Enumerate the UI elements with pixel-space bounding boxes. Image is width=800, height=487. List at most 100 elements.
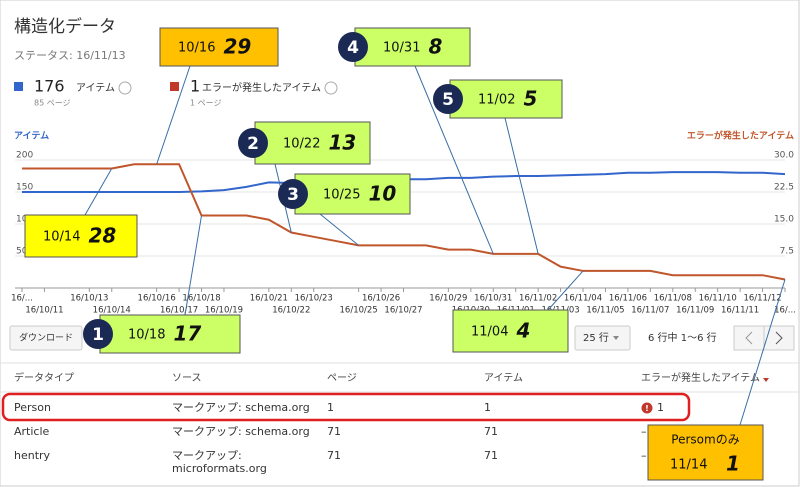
prev-button[interactable] bbox=[733, 325, 765, 351]
callout-line bbox=[739, 279, 786, 426]
callout-line bbox=[84, 168, 113, 216]
next-button[interactable] bbox=[763, 325, 795, 351]
cell: 1 bbox=[657, 401, 664, 414]
column-header: ページ bbox=[327, 373, 357, 384]
annotation-value: 17 bbox=[173, 322, 201, 346]
x-tick-label: 16/10/16 bbox=[138, 294, 176, 304]
cell: 71 bbox=[484, 425, 498, 438]
annotation-box bbox=[647, 424, 764, 481]
column-header: ソース bbox=[172, 373, 202, 384]
y2-tick-label: 30.0 bbox=[774, 151, 794, 161]
download-label[interactable]: ダウンロード bbox=[19, 332, 73, 344]
y-tick-label: 50 bbox=[16, 247, 28, 257]
summary-label: エラーが発生したアイテム bbox=[202, 81, 321, 94]
step-number: 5 bbox=[442, 90, 454, 110]
annotation-date: 10/25 bbox=[323, 188, 360, 203]
callout-line bbox=[319, 213, 359, 246]
cell: Person bbox=[14, 401, 51, 414]
annotation-date: 10/22 bbox=[283, 137, 320, 152]
column-header: データタイプ bbox=[14, 371, 74, 384]
x-tick-label: 16/10/19 bbox=[205, 306, 243, 316]
y-axis-label: アイテム bbox=[14, 131, 49, 142]
cell: 71 bbox=[484, 449, 498, 462]
cell: 71 bbox=[327, 425, 341, 438]
x-tick-label: 16/10/25 bbox=[340, 306, 378, 316]
x-tick-label: 16/10/14 bbox=[93, 306, 131, 316]
y-tick-label: 200 bbox=[16, 151, 33, 161]
step-badge bbox=[238, 128, 268, 158]
x-tick-label: 16/11/05 bbox=[586, 306, 624, 316]
annotation-value: 8 bbox=[428, 35, 442, 59]
next-icon bbox=[775, 331, 783, 345]
step-badge bbox=[83, 319, 113, 349]
callout-line bbox=[156, 65, 191, 165]
step-badge bbox=[433, 84, 463, 114]
annotation-box bbox=[254, 121, 371, 165]
x-tick-label: 16/11/09 bbox=[676, 306, 714, 316]
cell: マークアップ: microformats.org bbox=[172, 449, 267, 475]
prev-icon bbox=[745, 331, 753, 345]
x-tick-label: 16/11/04 bbox=[564, 294, 602, 304]
step-badge bbox=[278, 179, 308, 209]
annotation-date: 10/14 bbox=[43, 230, 80, 245]
page-range: 6 行中 1〜6 行 bbox=[648, 331, 717, 344]
sub-count: 1 ページ bbox=[190, 99, 221, 108]
y2-tick-label: 22.5 bbox=[774, 183, 794, 193]
annotation-box bbox=[159, 27, 279, 67]
annotation-box bbox=[294, 173, 411, 215]
x-tick-label: 16/10/26 bbox=[362, 294, 400, 304]
annotation-box bbox=[449, 79, 563, 119]
step-number: 3 bbox=[287, 185, 299, 205]
summary-count: 176 bbox=[34, 77, 65, 96]
annotation-value: 5 bbox=[523, 87, 537, 111]
annotation-date: 10/16 bbox=[178, 41, 215, 56]
cell: – bbox=[641, 425, 647, 438]
x-tick-label: 16/10/27 bbox=[384, 306, 422, 316]
x-tick-label: 16/11/06 bbox=[609, 294, 647, 304]
annotation-box bbox=[99, 314, 241, 354]
step-badge bbox=[338, 32, 368, 62]
status: ステータス: 16/11/13 bbox=[14, 49, 126, 62]
callout-line bbox=[414, 65, 494, 255]
highlight bbox=[1, 392, 691, 422]
callout-line bbox=[504, 117, 539, 254]
rows-select[interactable] bbox=[574, 325, 631, 351]
cell: Article bbox=[14, 425, 50, 438]
x-tick-label: 16/11/07 bbox=[631, 306, 669, 316]
y2-tick-label: 7.5 bbox=[780, 247, 794, 257]
download-button[interactable] bbox=[9, 325, 83, 351]
annotation-date: 10/18 bbox=[128, 328, 165, 343]
rows-label[interactable]: 25 行 bbox=[583, 331, 609, 344]
x-tick-label: 16/11/10 bbox=[699, 294, 737, 304]
cell: hentry bbox=[14, 449, 51, 462]
x-tick-label: 16/11/11 bbox=[721, 306, 759, 316]
x-tick-label: 16/10/11 bbox=[25, 306, 63, 316]
annotation-value: 10 bbox=[368, 182, 396, 206]
x-tick-label: 16/... bbox=[774, 306, 796, 316]
annotation-date: 11/04 bbox=[471, 325, 508, 340]
annotation-box bbox=[452, 309, 569, 353]
summary-count: 1 bbox=[190, 77, 200, 96]
annotation-date: 11/14 bbox=[670, 458, 707, 473]
step-number: 4 bbox=[347, 38, 359, 58]
x-tick-label: 16/10/18 bbox=[182, 294, 220, 304]
x-tick-label: 16/11/12 bbox=[743, 294, 781, 304]
error-icon-mark: ! bbox=[645, 404, 649, 413]
help-icon bbox=[324, 81, 338, 95]
x-tick-label: 16/... bbox=[11, 294, 33, 304]
annotation-value: 1 bbox=[726, 452, 740, 476]
cell: 1 bbox=[484, 401, 491, 414]
callout-line bbox=[547, 270, 584, 311]
y2-tick-label: 15.0 bbox=[774, 215, 794, 225]
x-tick-label: 16/10/23 bbox=[295, 294, 333, 304]
series-line bbox=[22, 163, 786, 281]
error-icon bbox=[641, 402, 653, 414]
annotation-box bbox=[24, 214, 138, 258]
annotation-value: 13 bbox=[328, 131, 356, 155]
x-tick-label: 16/11/08 bbox=[654, 294, 692, 304]
title: 構造化データ bbox=[14, 16, 116, 37]
y2-axis-label: エラーが発生したアイテム bbox=[687, 130, 794, 142]
help-icon bbox=[118, 81, 132, 95]
